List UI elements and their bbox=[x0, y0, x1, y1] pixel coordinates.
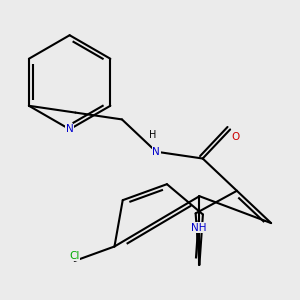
Text: Cl: Cl bbox=[70, 251, 80, 261]
Text: NH: NH bbox=[191, 223, 207, 233]
Text: N: N bbox=[66, 124, 74, 134]
Text: O: O bbox=[231, 132, 239, 142]
Text: N: N bbox=[152, 147, 160, 157]
Text: H: H bbox=[149, 130, 157, 140]
